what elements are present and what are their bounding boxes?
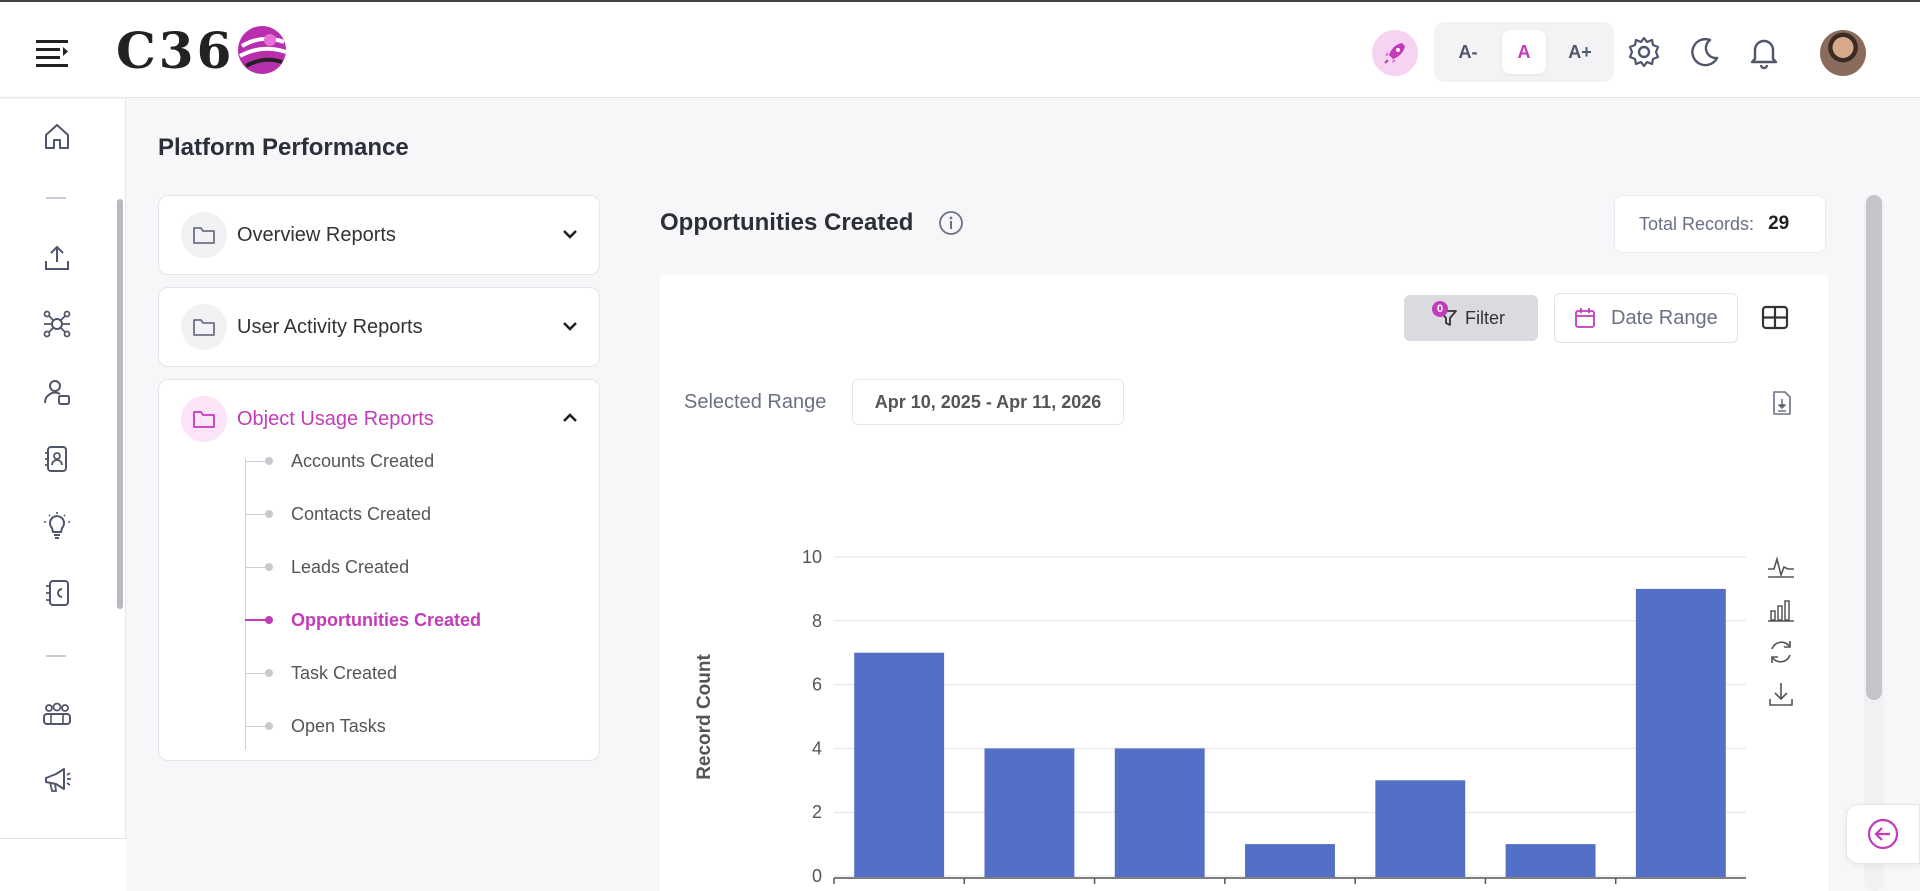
- report-group-object-usage: Object Usage Reports Accounts Created Co…: [158, 379, 600, 761]
- folder-icon: [181, 396, 227, 442]
- total-records-label: Total Records:: [1639, 213, 1755, 234]
- folder-icon: [181, 304, 227, 350]
- notifications-bell-icon[interactable]: [1746, 34, 1782, 70]
- contacts-card-icon[interactable]: [40, 442, 74, 476]
- dark-mode-moon-icon[interactable]: [1686, 34, 1722, 70]
- y-axis-label: Record Count: [694, 654, 715, 780]
- report-item-leads-created[interactable]: Leads Created: [245, 552, 409, 582]
- date-range-button[interactable]: Date Range: [1554, 293, 1738, 343]
- network-icon[interactable]: [40, 307, 74, 341]
- y-tick-label: 0: [812, 866, 822, 886]
- y-tick-label: 2: [812, 802, 822, 822]
- bar: [1635, 588, 1726, 877]
- chevron-down-icon: [563, 322, 577, 331]
- report-item-label: Leads Created: [291, 556, 410, 577]
- chevron-down-icon: [563, 230, 577, 239]
- tree-connector: [245, 458, 246, 750]
- home-icon[interactable]: [40, 119, 74, 153]
- megaphone-icon[interactable]: [40, 763, 74, 797]
- report-group-header[interactable]: Object Usage Reports: [159, 380, 599, 458]
- report-item-label: Contacts Created: [291, 503, 432, 524]
- font-increase-button[interactable]: A+: [1568, 41, 1592, 62]
- report-item-label: Accounts Created: [291, 450, 435, 471]
- selected-range-label: Selected Range: [684, 391, 827, 413]
- report-item-contacts-created[interactable]: Contacts Created: [245, 499, 431, 529]
- font-decrease-button[interactable]: A-: [1458, 41, 1478, 62]
- chevron-up-icon: [563, 413, 577, 422]
- team-icon[interactable]: [40, 697, 74, 731]
- nav-divider: [46, 655, 66, 657]
- total-records-box: Total Records: 29: [1614, 195, 1826, 253]
- date-range-label: Date Range: [1611, 306, 1718, 329]
- bar: [1245, 844, 1335, 877]
- bar: [984, 748, 1075, 877]
- filter-count-badge: 0: [1432, 301, 1448, 317]
- y-tick-label: 8: [812, 611, 822, 631]
- billing-icon[interactable]: [40, 576, 74, 610]
- report-item-open-tasks[interactable]: Open Tasks: [245, 711, 386, 741]
- report-item-opportunities-created[interactable]: Opportunities Created: [245, 605, 481, 635]
- bar: [1505, 844, 1596, 877]
- nav-scrollbar[interactable]: [117, 199, 123, 609]
- report-item-list: Accounts Created Contacts Created Leads …: [159, 451, 599, 763]
- bar: [854, 652, 945, 877]
- rocket-icon: [1384, 43, 1405, 64]
- selected-range-value: Apr 10, 2025 - Apr 11, 2026: [852, 379, 1124, 425]
- upload-icon[interactable]: [40, 241, 74, 275]
- arrow-left-circle-icon: [1867, 818, 1899, 850]
- lightbulb-icon[interactable]: [40, 509, 74, 543]
- report-item-accounts-created[interactable]: Accounts Created: [245, 446, 434, 476]
- report-group-header[interactable]: Overview Reports: [159, 196, 599, 274]
- total-records-value: 29: [1768, 213, 1790, 234]
- report-item-label: Open Tasks: [291, 715, 386, 736]
- filter-label: Filter: [1465, 307, 1505, 328]
- filter-funnel-icon: [1439, 310, 1457, 326]
- font-default-button[interactable]: A: [1502, 30, 1546, 74]
- bar: [1375, 780, 1466, 877]
- user-settings-icon[interactable]: [40, 375, 74, 409]
- rail-footer: [0, 838, 126, 891]
- top-bar: C36 A- A A+: [0, 0, 1920, 98]
- report-group-header[interactable]: User Activity Reports: [159, 288, 599, 366]
- report-group-user-activity: User Activity Reports: [158, 287, 600, 367]
- report-group-label: Object Usage Reports: [237, 407, 434, 430]
- bar: [1114, 748, 1205, 877]
- collapse-panel-button[interactable]: [1846, 804, 1920, 864]
- y-tick-label: 4: [812, 738, 822, 758]
- app-logo[interactable]: C36: [116, 20, 288, 80]
- rocket-button[interactable]: [1372, 30, 1418, 76]
- page-title: Platform Performance: [158, 134, 409, 161]
- calendar-icon: [1575, 308, 1595, 328]
- main-scrollbar-thumb[interactable]: [1866, 195, 1882, 700]
- download-image-icon[interactable]: [1766, 679, 1796, 709]
- report-item-label: Opportunities Created: [291, 609, 482, 630]
- y-tick-label: 6: [812, 675, 822, 695]
- filter-button[interactable]: 0 Filter: [1404, 295, 1538, 341]
- menu-toggle-icon[interactable]: [36, 36, 70, 68]
- report-item-label: Task Created: [291, 662, 398, 683]
- table-view-icon[interactable]: [1760, 303, 1790, 333]
- y-tick-label: 10: [802, 547, 822, 567]
- report-item-task-created[interactable]: Task Created: [245, 658, 397, 688]
- restore-refresh-icon[interactable]: [1766, 637, 1796, 667]
- report-title: Opportunities Created: [660, 209, 914, 236]
- line-chart-toggle-icon[interactable]: [1766, 553, 1796, 583]
- export-document-icon[interactable]: [1770, 390, 1794, 416]
- report-group-label: User Activity Reports: [237, 315, 423, 338]
- report-group-overview: Overview Reports: [158, 195, 600, 275]
- logo-globe-icon: [238, 26, 288, 74]
- report-group-label: Overview Reports: [237, 223, 396, 246]
- font-size-controls: A- A A+: [1434, 22, 1614, 82]
- settings-gear-icon[interactable]: [1626, 34, 1662, 70]
- info-icon[interactable]: [938, 210, 964, 236]
- bar-chart-toggle-icon[interactable]: [1766, 595, 1796, 625]
- chart-card: 0 Filter Date Range Selected Range Apr 1…: [660, 275, 1828, 891]
- folder-icon: [181, 212, 227, 258]
- nav-divider: [46, 197, 66, 199]
- logo-text: C36: [116, 20, 235, 80]
- left-nav-rail: [0, 99, 126, 891]
- user-avatar[interactable]: [1820, 30, 1866, 76]
